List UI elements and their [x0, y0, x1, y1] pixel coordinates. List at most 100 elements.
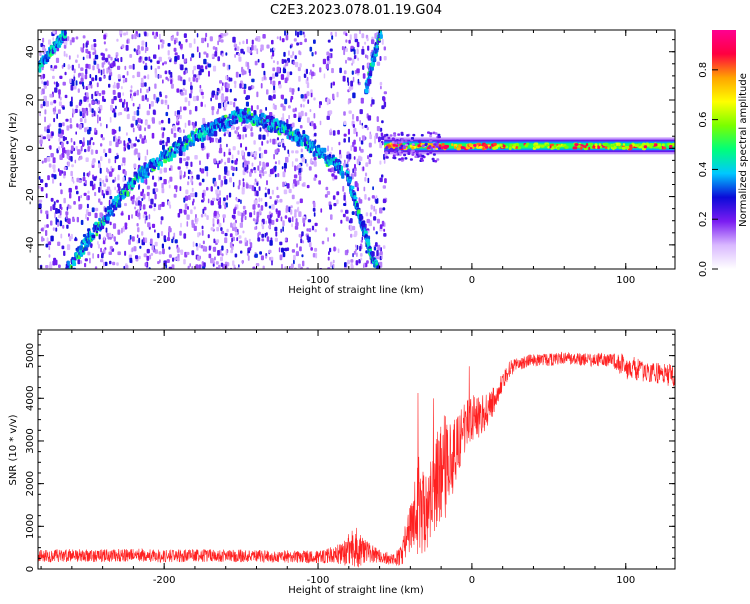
heatmap-cell: [120, 212, 124, 216]
direct-signal-spread: [411, 143, 415, 146]
heatmap-cell: [46, 224, 49, 228]
heatmap-cell: [150, 198, 154, 205]
heatmap-cell: [376, 61, 381, 66]
heatmap-cell: [168, 184, 171, 189]
heatmap-cell: [306, 91, 310, 97]
heatmap-cell: [167, 117, 171, 124]
heatmap-cell: [99, 201, 103, 205]
heatmap-cell: [40, 43, 44, 48]
heatmap-cell: [313, 212, 316, 217]
heatmap-cell: [220, 158, 223, 163]
heatmap-cell: [128, 214, 130, 221]
heatmap-cell: [229, 101, 233, 105]
heatmap-cell: [103, 41, 106, 45]
heatmap-cell: [278, 160, 281, 165]
heatmap-cell: [245, 125, 249, 129]
heatmap-cell: [306, 235, 309, 241]
heatmap-cell: [70, 145, 74, 151]
heatmap-cell: [220, 227, 223, 231]
heatmap-cell: [65, 211, 69, 216]
heatmap-cell: [245, 96, 249, 100]
heatmap-cell: [39, 134, 43, 141]
heatmap-cell: [156, 60, 160, 64]
heatmap-cell: [226, 228, 229, 233]
heatmap-cell: [225, 52, 228, 56]
heatmap-cell: [93, 39, 97, 43]
direct-signal-peak: [671, 142, 675, 146]
heatmap-cell: [219, 190, 221, 196]
heatmap-cell: [131, 95, 134, 101]
heatmap-cell: [281, 38, 285, 43]
heatmap-cell: [291, 249, 295, 253]
heatmap-cell: [254, 226, 257, 230]
heatmap-trace-cell: [369, 246, 372, 250]
heatmap-cell: [204, 37, 207, 42]
heatmap-cell: [361, 122, 363, 126]
heatmap-cell: [71, 96, 73, 102]
heatmap-cell: [153, 203, 157, 208]
heatmap-trace-cell: [350, 185, 355, 190]
heatmap-cell: [208, 245, 211, 251]
heatmap-cell: [290, 95, 294, 100]
heatmap-cell: [259, 173, 261, 177]
x-tick-label: 0: [469, 575, 475, 586]
heatmap-cell: [122, 75, 125, 79]
heatmap-cell: [66, 206, 69, 211]
heatmap-cell: [193, 65, 196, 71]
heatmap-cell: [310, 89, 313, 93]
direct-signal-peak: [611, 144, 614, 148]
heatmap-cell: [319, 67, 322, 73]
heatmap-cell: [68, 233, 70, 237]
heatmap-cell: [100, 143, 103, 147]
heatmap-cell: [189, 263, 191, 267]
heatmap-cell: [211, 197, 216, 201]
heatmap-cell: [125, 265, 129, 269]
heatmap-cell: [306, 117, 310, 123]
heatmap-cell: [167, 237, 171, 242]
heatmap-cell: [132, 194, 135, 200]
heatmap-cell: [167, 50, 170, 56]
direct-signal-spread: [429, 132, 433, 135]
heatmap-cell: [302, 130, 306, 135]
heatmap-cell: [240, 217, 244, 223]
heatmap-cell: [210, 200, 214, 206]
heatmap-cell: [112, 89, 116, 95]
heatmap-cell: [347, 99, 350, 105]
heatmap-cell: [190, 161, 193, 167]
heatmap-cell: [271, 204, 275, 210]
heatmap-cell: [83, 96, 87, 102]
heatmap-cell: [261, 225, 265, 230]
heatmap-cell: [82, 35, 86, 39]
heatmap-cell: [302, 218, 306, 224]
heatmap-cell: [122, 101, 124, 108]
heatmap-cell: [179, 106, 182, 113]
heatmap-trace-cell: [91, 234, 96, 239]
y-tick-label: -20: [25, 188, 36, 204]
direct-signal-spread: [400, 133, 404, 136]
heatmap-cell: [256, 190, 259, 197]
heatmap-cell: [73, 201, 76, 205]
heatmap-cell: [296, 42, 299, 46]
direct-signal-peak: [618, 143, 621, 146]
heatmap-cell: [117, 65, 121, 70]
heatmap-cell: [362, 73, 366, 79]
direct-signal-peak: [499, 143, 502, 147]
heatmap-cell: [168, 246, 171, 250]
heatmap-cell: [152, 31, 155, 36]
heatmap-cell: [113, 96, 117, 101]
heatmap-cell: [95, 149, 98, 154]
heatmap-cell: [107, 61, 110, 65]
direct-signal-spread: [421, 159, 424, 162]
heatmap-cell: [241, 150, 245, 156]
heatmap-cell: [227, 157, 231, 163]
heatmap-cell: [62, 106, 65, 110]
heatmap-cell: [263, 70, 266, 76]
heatmap-cell: [203, 262, 206, 268]
heatmap-cell: [142, 188, 144, 193]
heatmap-cell: [206, 186, 209, 191]
heatmap-trace-cell: [75, 252, 78, 257]
colorbar-label: Normalized spectral amplitude: [738, 73, 749, 227]
heatmap-cell: [361, 33, 365, 39]
heatmap-cell: [83, 192, 87, 196]
direct-signal-spread: [411, 153, 415, 156]
